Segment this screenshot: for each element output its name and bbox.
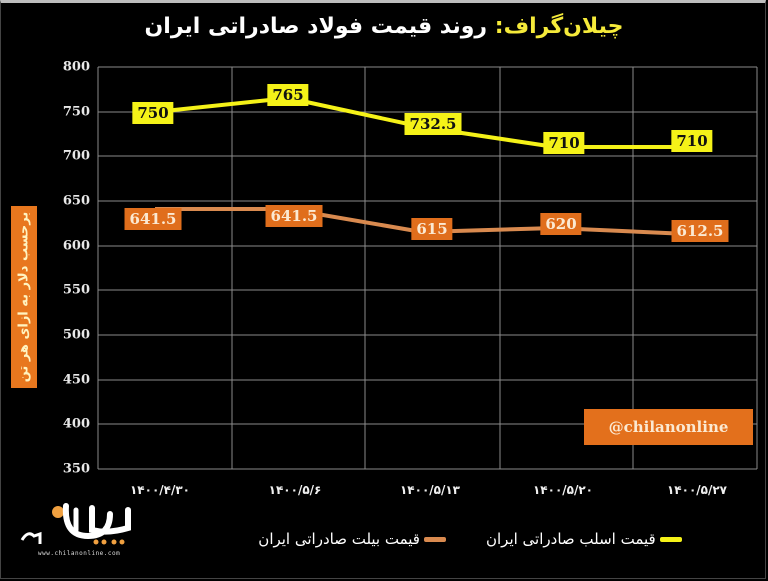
y-axis-label-box	[11, 206, 37, 388]
billet-point-label: 615	[411, 218, 453, 240]
chart-title-brand: چیلان‌گراف:	[494, 14, 624, 39]
y-tick: 750	[62, 104, 90, 120]
billet-point-label: 620	[540, 213, 582, 235]
slab-point-label: 732.5	[404, 113, 462, 135]
billet-point-label: 612.5	[671, 220, 729, 242]
y-tick: 650	[62, 193, 90, 209]
legend-swatch-orange	[423, 536, 446, 542]
y-tick: 350	[62, 461, 90, 477]
chilan-logo	[20, 503, 131, 545]
logo-url: www.chilanonline.com	[38, 550, 121, 557]
x-tick: ۱۴۰۰/۵/۲۷	[666, 483, 728, 497]
y-tick: 400	[62, 416, 90, 432]
legend-swatch-yellow	[659, 536, 682, 542]
grid	[97, 66, 758, 470]
chart-title: چیلان‌گراف: روند قیمت فولاد صادراتی ایرا…	[0, 14, 768, 39]
x-tick: ۱۴۰۰/۵/۲۰	[532, 483, 594, 497]
y-tick: 550	[62, 282, 90, 298]
legend-item-billet: قیمت بیلت صادراتی ایران	[258, 530, 446, 548]
legend-label: قیمت اسلب صادراتی ایران	[485, 530, 656, 548]
y-tick: 700	[62, 148, 90, 164]
y-tick: 450	[62, 372, 90, 388]
x-tick: ۱۴۰۰/۵/۶	[268, 483, 322, 497]
legend-item-slab: قیمت اسلب صادراتی ایران	[486, 530, 682, 548]
billet-point-label: 641.5	[265, 205, 323, 227]
slab-point-label: 710	[671, 130, 713, 152]
y-tick: 500	[62, 327, 90, 343]
y-tick: 800	[62, 59, 90, 75]
y-tick: 600	[62, 238, 90, 254]
legend-label: قیمت بیلت صادراتی ایران	[258, 530, 420, 548]
x-tick: ۱۴۰۰/۵/۱۳	[399, 483, 461, 497]
x-tick: ۱۴۰۰/۴/۳۰	[129, 483, 191, 497]
billet-point-label: 641.5	[124, 208, 182, 230]
slab-point-label: 765	[267, 84, 309, 106]
slab-point-label: 750	[132, 102, 174, 124]
legend: قیمت اسلب صادراتی ایران قیمت بیلت صادرات…	[190, 530, 750, 548]
slab-point-label: 710	[543, 132, 585, 154]
watermark-handle: @chilanonline	[584, 409, 753, 445]
chart-title-main: روند قیمت فولاد صادراتی ایران	[144, 14, 488, 39]
